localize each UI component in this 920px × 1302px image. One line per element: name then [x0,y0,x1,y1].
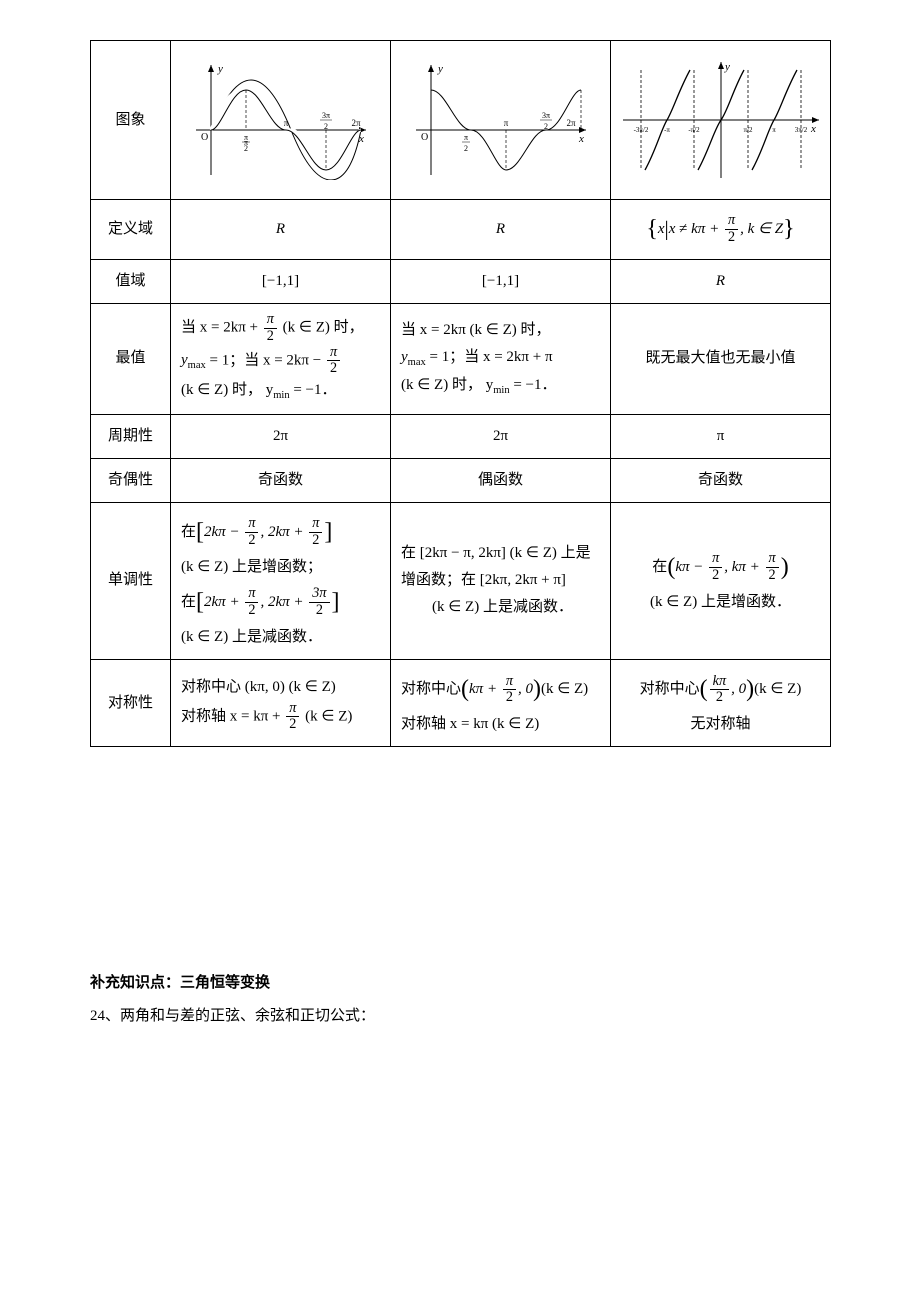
label-domain: 定义域 [91,200,171,260]
label-symmetry: 对称性 [91,660,171,747]
extremum-cos: 当 x = 2kπ (k ∈ Z) 时， ymax = 1；当 x = 2kπ … [391,304,611,415]
svg-text:π: π [503,118,508,128]
row-symmetry: 对称性 对称中心 (kπ, 0) (k ∈ Z) 对称轴 x = kπ + π2… [91,660,831,747]
row-graph: 图象 O y x π π 2 π 3π [91,41,831,200]
graph-sin: O y x π π 2 π 3π 2 2π [171,41,391,200]
label-graph: 图象 [91,41,171,200]
footer-line: 24、两角和与差的正弦、余弦和正切公式： [90,1000,830,1033]
row-period: 周期性 2π 2π π [91,414,831,458]
svg-text:2: 2 [464,144,468,153]
y-axis-label: y [217,63,223,75]
trig-properties-table: 图象 O y x π π 2 π 3π [90,40,831,747]
range-cos: [−1,1] [391,260,611,304]
svg-text:-π: -π [664,126,670,134]
monotone-cos: 在 [2kπ − π, 2kπ] (k ∈ Z) 上是 增函数；在 [2kπ, … [391,502,611,659]
period-sin: 2π [171,414,391,458]
footer-heading: 补充知识点：三角恒等变换 [90,967,830,1000]
svg-text:π: π [463,133,467,142]
svg-text:-3π/2: -3π/2 [633,126,648,134]
label-period: 周期性 [91,414,171,458]
row-extremum: 最值 当 x = 2kπ + π2 (k ∈ Z) 时， ymax = 1；当 … [91,304,831,415]
monotone-sin: 在[2kπ − π2, 2kπ + π2] (k ∈ Z) 上是增函数； 在[2… [171,502,391,659]
svg-text:3π/2: 3π/2 [794,126,807,134]
symmetry-cos: 对称中心(kπ + π2, 0)(k ∈ Z) 对称轴 x = kπ (k ∈ … [391,660,611,747]
symmetry-sin: 对称中心 (kπ, 0) (k ∈ Z) 对称轴 x = kπ + π2 (k … [171,660,391,747]
range-sin: [−1,1] [171,260,391,304]
svg-text:x: x [578,133,584,145]
parity-cos: 偶函数 [391,458,611,502]
svg-text:2: 2 [324,122,328,131]
period-tan: π [611,414,831,458]
row-domain: 定义域 R R {x|x ≠ kπ + π2, k ∈ Z} [91,200,831,260]
svg-text:2π: 2π [351,118,361,128]
period-cos: 2π [391,414,611,458]
symmetry-tan: 对称中心(kπ2, 0)(k ∈ Z) 无对称轴 [611,660,831,747]
domain-cos: R [391,200,611,260]
label-range: 值域 [91,260,171,304]
label-parity: 奇偶性 [91,458,171,502]
svg-text:3π: 3π [321,111,329,120]
extremum-sin: 当 x = 2kπ + π2 (k ∈ Z) 时， ymax = 1；当 x =… [171,304,391,415]
monotone-tan: 在(kπ − π2, kπ + π2) (k ∈ Z) 上是增函数． [611,502,831,659]
svg-text:π: π [243,133,247,142]
svg-text:π: π [772,126,776,134]
svg-text:2: 2 [244,144,248,153]
domain-sin: R [171,200,391,260]
origin-label: O [201,132,208,143]
row-parity: 奇偶性 奇函数 偶函数 奇函数 [91,458,831,502]
svg-text:x: x [810,123,816,135]
svg-text:π: π [283,118,288,128]
parity-tan: 奇函数 [611,458,831,502]
label-extremum: 最值 [91,304,171,415]
sin-graph-svg: O y x π π 2 π 3π 2 2π [191,60,371,180]
svg-text:π/2: π/2 [743,126,752,134]
graph-tan: y x -3π/2 -π -π/2 π/2 π 3π/2 [611,41,831,200]
svg-text:O: O [421,132,428,143]
tan-graph-svg: y x -3π/2 -π -π/2 π/2 π 3π/2 [621,60,821,180]
domain-tan: {x|x ≠ kπ + π2, k ∈ Z} [611,200,831,260]
label-monotone: 单调性 [91,502,171,659]
svg-text:2: 2 [544,122,548,131]
svg-text:-π/2: -π/2 [688,126,700,134]
footer: 补充知识点：三角恒等变换 24、两角和与差的正弦、余弦和正切公式： [90,967,830,1033]
svg-text:3π: 3π [541,111,549,120]
cos-graph-svg: O y x π 2 π 3π 2 2π [411,60,591,180]
extremum-tan: 既无最大值也无最小值 [611,304,831,415]
row-monotone: 单调性 在[2kπ − π2, 2kπ + π2] (k ∈ Z) 上是增函数；… [91,502,831,659]
svg-text:y: y [724,61,730,73]
svg-text:2π: 2π [566,118,576,128]
parity-sin: 奇函数 [171,458,391,502]
row-range: 值域 [−1,1] [−1,1] R [91,260,831,304]
range-tan: R [611,260,831,304]
graph-cos: O y x π 2 π 3π 2 2π [391,41,611,200]
svg-text:y: y [437,63,443,75]
